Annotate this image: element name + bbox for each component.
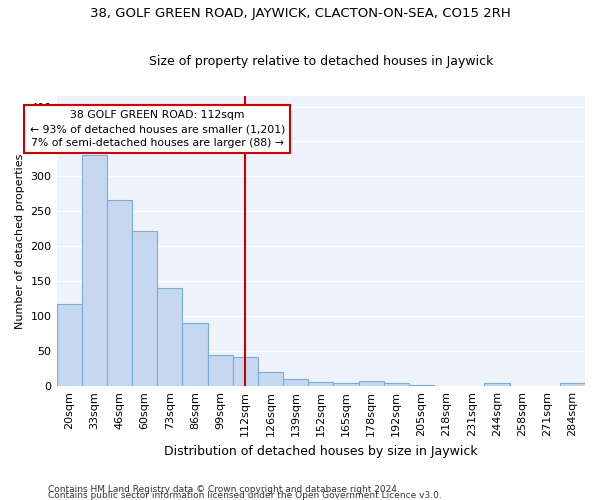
Title: Size of property relative to detached houses in Jaywick: Size of property relative to detached ho… (149, 56, 493, 68)
Bar (283, 379, 308, 386)
Y-axis label: Number of detached properties: Number of detached properties (15, 154, 25, 329)
Bar (132, 231, 157, 386)
Bar (208, 354, 233, 386)
Text: Contains HM Land Registry data © Crown copyright and database right 2024.: Contains HM Land Registry data © Crown c… (48, 485, 400, 494)
Text: 38, GOLF GREEN ROAD, JAYWICK, CLACTON-ON-SEA, CO15 2RH: 38, GOLF GREEN ROAD, JAYWICK, CLACTON-ON… (89, 8, 511, 20)
Bar (82, 156, 107, 386)
Bar (334, 382, 359, 386)
Bar (56, 304, 82, 386)
Bar (383, 382, 409, 386)
Bar (409, 385, 434, 386)
Bar (308, 382, 334, 386)
Bar (157, 288, 182, 386)
Bar (182, 324, 208, 386)
Text: 38 GOLF GREEN ROAD: 112sqm
← 93% of detached houses are smaller (1,201)
7% of se: 38 GOLF GREEN ROAD: 112sqm ← 93% of deta… (29, 110, 285, 148)
Bar (484, 384, 509, 386)
X-axis label: Distribution of detached houses by size in Jaywick: Distribution of detached houses by size … (164, 444, 478, 458)
Text: Contains public sector information licensed under the Open Government Licence v3: Contains public sector information licen… (48, 491, 442, 500)
Bar (560, 384, 585, 386)
Bar (107, 200, 132, 386)
Bar (258, 372, 283, 386)
Bar (233, 357, 258, 386)
Bar (359, 380, 383, 386)
